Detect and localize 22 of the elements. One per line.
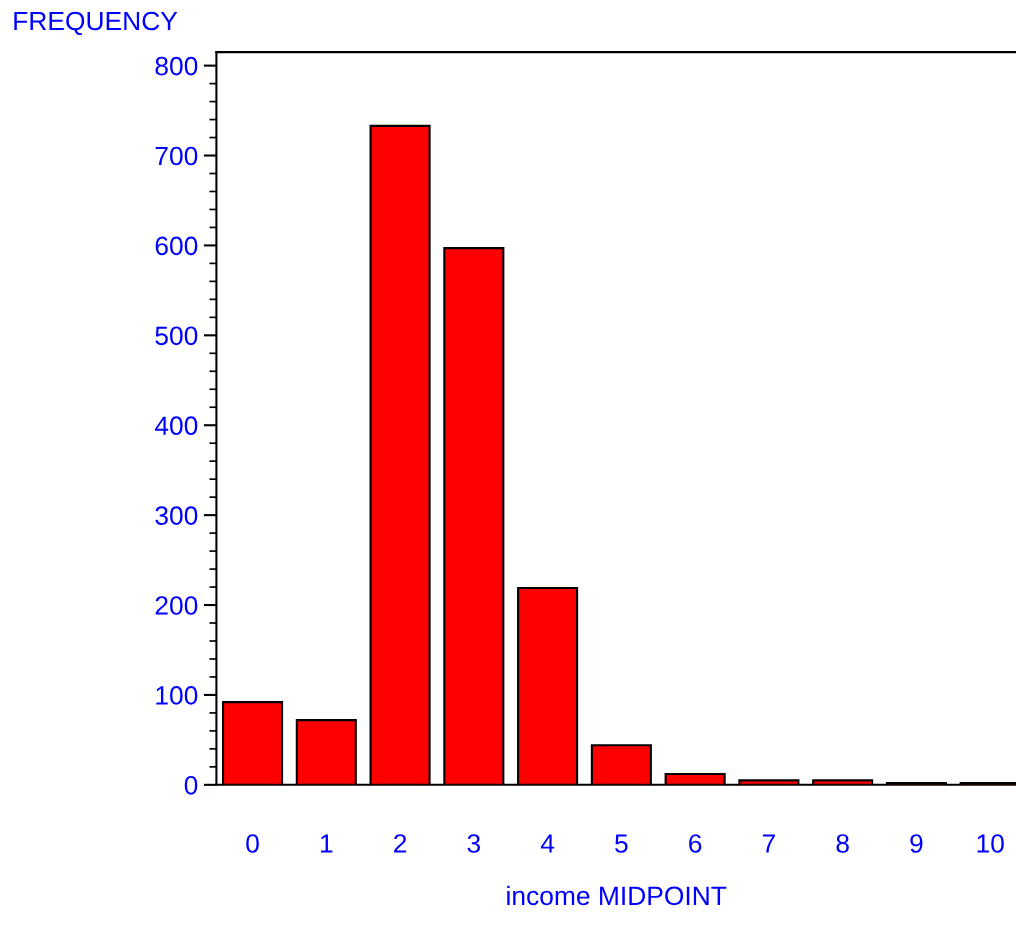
y-tick-label: 300 [155,506,198,525]
y-tick-label: 100 [156,686,198,705]
x-tick-label: 6 [689,834,702,853]
y-tick-label: 700 [155,146,198,166]
y-tick-label: 200 [155,596,198,615]
y-tick-label: 500 [155,326,198,346]
y-tick-label: 600 [155,236,198,256]
x-tick-label: 1 [320,834,333,853]
x-tick-label: 4 [540,834,555,853]
x-tick-label: 8 [836,834,849,853]
x-tick-label: 7 [762,834,775,853]
x-tick-label: 3 [467,834,481,853]
y-axis-title: FREQUENCY [14,11,178,36]
x-tick-label: 2 [394,834,407,853]
y-tick-label: 800 [155,56,198,76]
x-tick-label: 9 [910,834,923,853]
x-tick-label: 0 [246,834,259,853]
y-tick-label: 0 [184,775,198,795]
x-tick-label: 10 [977,834,1004,853]
x-tick-label: 5 [615,834,628,853]
x-axis-title: income MIDPOINT [507,885,727,906]
y-tick-label: 400 [154,416,198,436]
